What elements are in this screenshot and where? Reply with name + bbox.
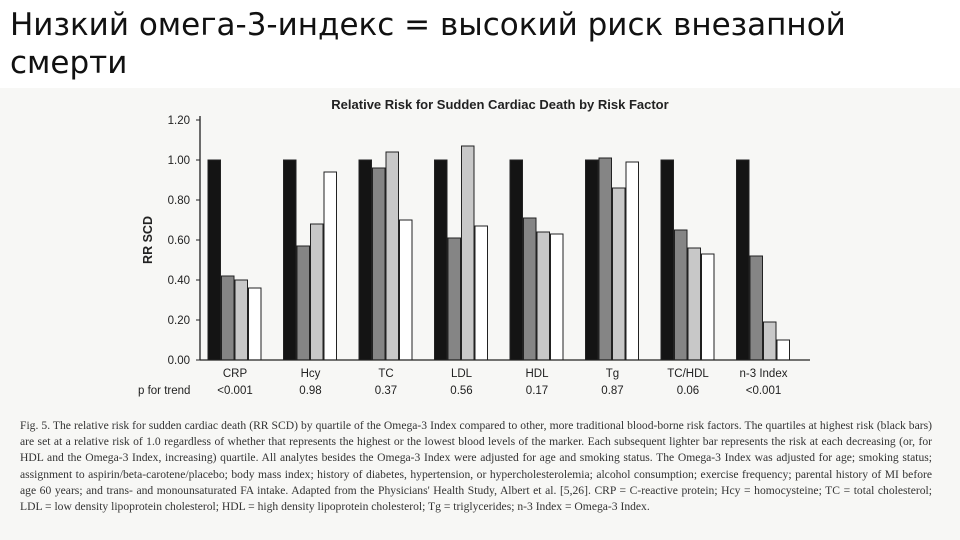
p-value-label: 0.37	[375, 385, 397, 397]
x-tick-label: Tg	[606, 368, 619, 380]
y-tick-label: 1.20	[168, 115, 190, 127]
y-tick-label: 0.80	[168, 195, 190, 207]
bar-tc-q4	[399, 219, 413, 361]
bar-hcy-q3	[310, 223, 324, 361]
bar-tg-q4	[625, 161, 639, 361]
bar-hdl-q1	[509, 159, 523, 361]
bar-tc-hdl-q1	[660, 159, 674, 361]
bar-ldl-q1	[434, 159, 448, 361]
bar-hdl-q3	[536, 231, 550, 361]
bar-tc-q2	[372, 167, 386, 361]
figure-panel: Relative Risk for Sudden Cardiac Death b…	[0, 88, 960, 540]
y-tick-label: 0.40	[168, 275, 190, 287]
bar-hcy-q4	[323, 171, 337, 361]
p-value-label: 0.06	[677, 385, 699, 397]
p-value-label: <0.001	[746, 385, 782, 397]
bar-crp-q1	[207, 159, 221, 361]
bar-n-3-index-q3	[763, 321, 777, 361]
bar-tc-hdl-q3	[687, 247, 701, 361]
bar-tg-q1	[585, 159, 599, 361]
p-value-label: 0.87	[601, 385, 623, 397]
bar-crp-q4	[248, 287, 262, 361]
bar-tg-q3	[612, 187, 626, 361]
chart-title: Relative Risk for Sudden Cardiac Death b…	[331, 97, 668, 112]
bar-ldl-q2	[447, 237, 461, 361]
bar-ldl-q3	[461, 145, 475, 361]
figure-caption: Fig. 5. The relative risk for sudden car…	[20, 419, 932, 514]
y-tick-label: 0.00	[168, 355, 190, 367]
y-tick-label: 0.20	[168, 315, 190, 327]
bar-tc-q3	[385, 151, 399, 361]
p-value-label: <0.001	[217, 385, 253, 397]
y-axis-label: RR SCD	[141, 216, 155, 264]
bar-n-3-index-q4	[776, 339, 790, 361]
x-tick-label: CRP	[223, 368, 248, 380]
bar-tc-hdl-q4	[701, 253, 715, 361]
bar-chart: Relative Risk for Sudden Cardiac Death b…	[138, 97, 810, 397]
bar-tc-hdl-q2	[674, 229, 688, 361]
bar-crp-q2	[221, 275, 235, 361]
bar-n-3-index-q1	[736, 159, 750, 361]
x-tick-label: TC/HDL	[667, 368, 709, 380]
p-value-label: 0.56	[450, 385, 472, 397]
y-tick-label: 1.00	[168, 155, 190, 167]
y-tick-label: 0.60	[168, 235, 190, 247]
p-value-label: 0.17	[526, 385, 548, 397]
bar-hdl-q4	[550, 233, 564, 361]
x-tick-label: HDL	[525, 368, 549, 380]
bar-crp-q3	[234, 279, 248, 361]
bar-hcy-q1	[283, 159, 297, 361]
x-tick-label: Hcy	[301, 368, 321, 380]
bar-tc-q1	[358, 159, 372, 361]
x-tick-label: n-3 Index	[740, 368, 788, 380]
bar-ldl-q4	[474, 225, 488, 361]
p-value-label: 0.98	[299, 385, 321, 397]
bar-hcy-q2	[296, 245, 310, 361]
bar-tg-q2	[598, 157, 612, 361]
x-tick-label: LDL	[451, 368, 473, 380]
p-for-trend-label: p for trend	[138, 385, 190, 397]
x-tick-label: TC	[378, 368, 393, 380]
bar-hdl-q2	[523, 217, 537, 361]
bar-n-3-index-q2	[749, 255, 763, 361]
slide-title: Низкий омега-3-индекс = высокий риск вне…	[10, 7, 846, 81]
